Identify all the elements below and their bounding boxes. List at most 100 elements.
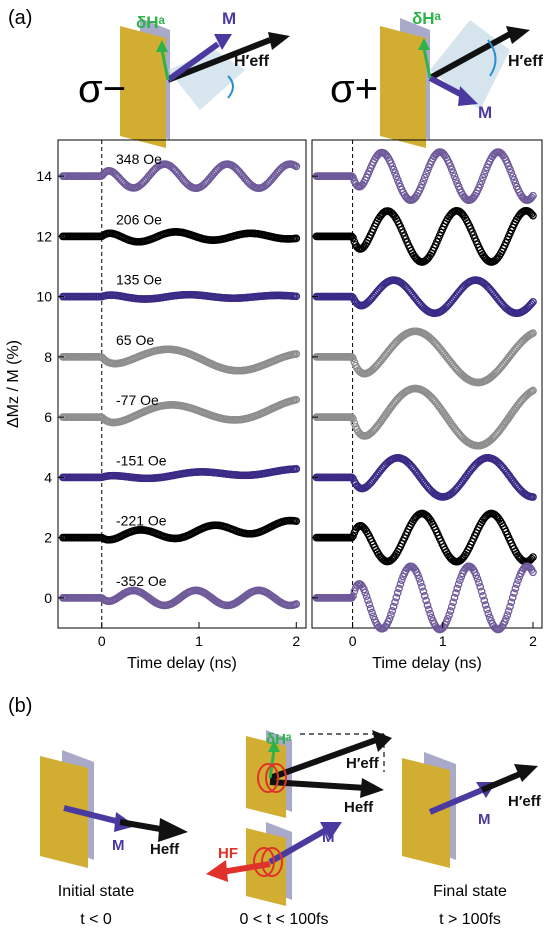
M-label-final: M bbox=[478, 811, 491, 828]
data-point bbox=[483, 605, 491, 614]
series: -151 Oe bbox=[59, 452, 301, 483]
initial-state-title: Initial state bbox=[58, 883, 135, 900]
data-point bbox=[529, 553, 537, 561]
data-point bbox=[508, 593, 517, 602]
data-point bbox=[443, 614, 452, 623]
series-label: -151 Oe bbox=[116, 452, 167, 468]
y-tick-label: 4 bbox=[44, 469, 52, 485]
data-point bbox=[447, 602, 456, 611]
data-point bbox=[450, 593, 459, 602]
data-point bbox=[292, 292, 301, 301]
final-state-title: Final state bbox=[433, 883, 507, 900]
data-point bbox=[485, 613, 494, 622]
y-tick-label: 14 bbox=[36, 168, 52, 184]
x-tick-label: 2 bbox=[529, 633, 537, 649]
y-tick-label: 0 bbox=[44, 590, 52, 606]
data-point bbox=[529, 386, 537, 395]
data-point bbox=[349, 234, 357, 242]
panel-b-label: (b) bbox=[8, 695, 32, 717]
series bbox=[312, 327, 537, 387]
data-point bbox=[423, 166, 432, 175]
data-point bbox=[507, 168, 516, 177]
series bbox=[312, 206, 537, 266]
data-point bbox=[419, 177, 428, 186]
data-point bbox=[481, 601, 490, 609]
data-point bbox=[292, 162, 301, 171]
data-point bbox=[362, 592, 371, 601]
data-point bbox=[527, 299, 536, 308]
data-point bbox=[527, 210, 536, 218]
x-tick-label: 2 bbox=[292, 633, 300, 649]
data-point bbox=[364, 596, 372, 605]
state-initial: M Heff Initial state t < 0 bbox=[40, 750, 188, 928]
data-point bbox=[502, 614, 510, 623]
data-point bbox=[506, 165, 514, 174]
data-point bbox=[452, 589, 460, 597]
state-middle: δHᵃ H′eff Heff HF M 0 < t < 100fs bbox=[206, 730, 392, 928]
sigma-minus-label: σ− bbox=[78, 67, 126, 111]
data-point bbox=[512, 580, 521, 589]
schematic-sigma-minus: σ− δHᵃ M H′eff bbox=[78, 9, 290, 148]
data-point bbox=[387, 611, 395, 619]
plot-frame-left bbox=[57, 139, 307, 629]
Heff-prime-label-middle: H′eff bbox=[346, 755, 380, 772]
data-point bbox=[422, 170, 430, 179]
data-point bbox=[392, 172, 401, 181]
data-point bbox=[529, 297, 537, 306]
Heff-label-middle: Heff bbox=[344, 799, 374, 816]
data-point bbox=[424, 605, 433, 614]
data-point bbox=[393, 176, 402, 184]
data-point bbox=[449, 598, 458, 607]
data-point bbox=[479, 173, 487, 182]
data-point bbox=[449, 168, 458, 177]
data-point bbox=[395, 584, 403, 593]
series bbox=[312, 384, 537, 450]
data-point bbox=[423, 601, 432, 609]
data-point bbox=[420, 592, 429, 600]
series bbox=[312, 562, 537, 634]
y-tick-label: 2 bbox=[44, 530, 52, 546]
series: -77 Oe bbox=[59, 392, 301, 427]
data-point bbox=[473, 574, 482, 583]
y-tick-label: 12 bbox=[36, 228, 52, 244]
Heff-prime-label-final: H′eff bbox=[508, 793, 542, 810]
middle-state-time: 0 < t < 100fs bbox=[240, 911, 329, 928]
series-label: -352 Oe bbox=[116, 573, 167, 589]
series: 135 Oe bbox=[59, 272, 301, 303]
data-point bbox=[396, 580, 405, 589]
x-axis-label-right: Time delay (ns) bbox=[372, 655, 482, 672]
data-point bbox=[393, 589, 402, 597]
data-point bbox=[506, 602, 514, 611]
data-point bbox=[292, 234, 301, 243]
data-point bbox=[477, 587, 486, 596]
data-point bbox=[450, 172, 459, 181]
data-point bbox=[529, 329, 537, 337]
Heff-label-left: H′eff bbox=[234, 53, 270, 70]
data-point bbox=[292, 465, 301, 473]
HF-label: HF bbox=[218, 845, 238, 862]
series-label: 348 Oe bbox=[116, 151, 162, 167]
data-point bbox=[361, 588, 370, 597]
data-point bbox=[392, 593, 401, 602]
data-point bbox=[292, 350, 301, 358]
series bbox=[312, 509, 537, 566]
data-point bbox=[456, 576, 464, 585]
data-point bbox=[529, 493, 537, 501]
series bbox=[312, 148, 537, 205]
data-point bbox=[347, 594, 356, 602]
x-ticks: 0 1 2 0 1 2 bbox=[98, 622, 537, 649]
y-tick-label: 8 bbox=[44, 349, 52, 365]
sigma-plus-label: σ+ bbox=[330, 67, 378, 111]
data-point bbox=[480, 170, 489, 179]
data-point bbox=[503, 611, 512, 619]
panel-a-label: (a) bbox=[8, 7, 32, 29]
dH-label-right: δHᵃ bbox=[412, 9, 442, 28]
M-label-initial: M bbox=[112, 837, 125, 854]
data-point bbox=[349, 592, 357, 600]
M-label-middle: M bbox=[322, 829, 335, 846]
data-point bbox=[477, 177, 486, 186]
data-point bbox=[292, 517, 301, 526]
data-point bbox=[349, 354, 357, 363]
series: -221 Oe bbox=[59, 513, 301, 544]
